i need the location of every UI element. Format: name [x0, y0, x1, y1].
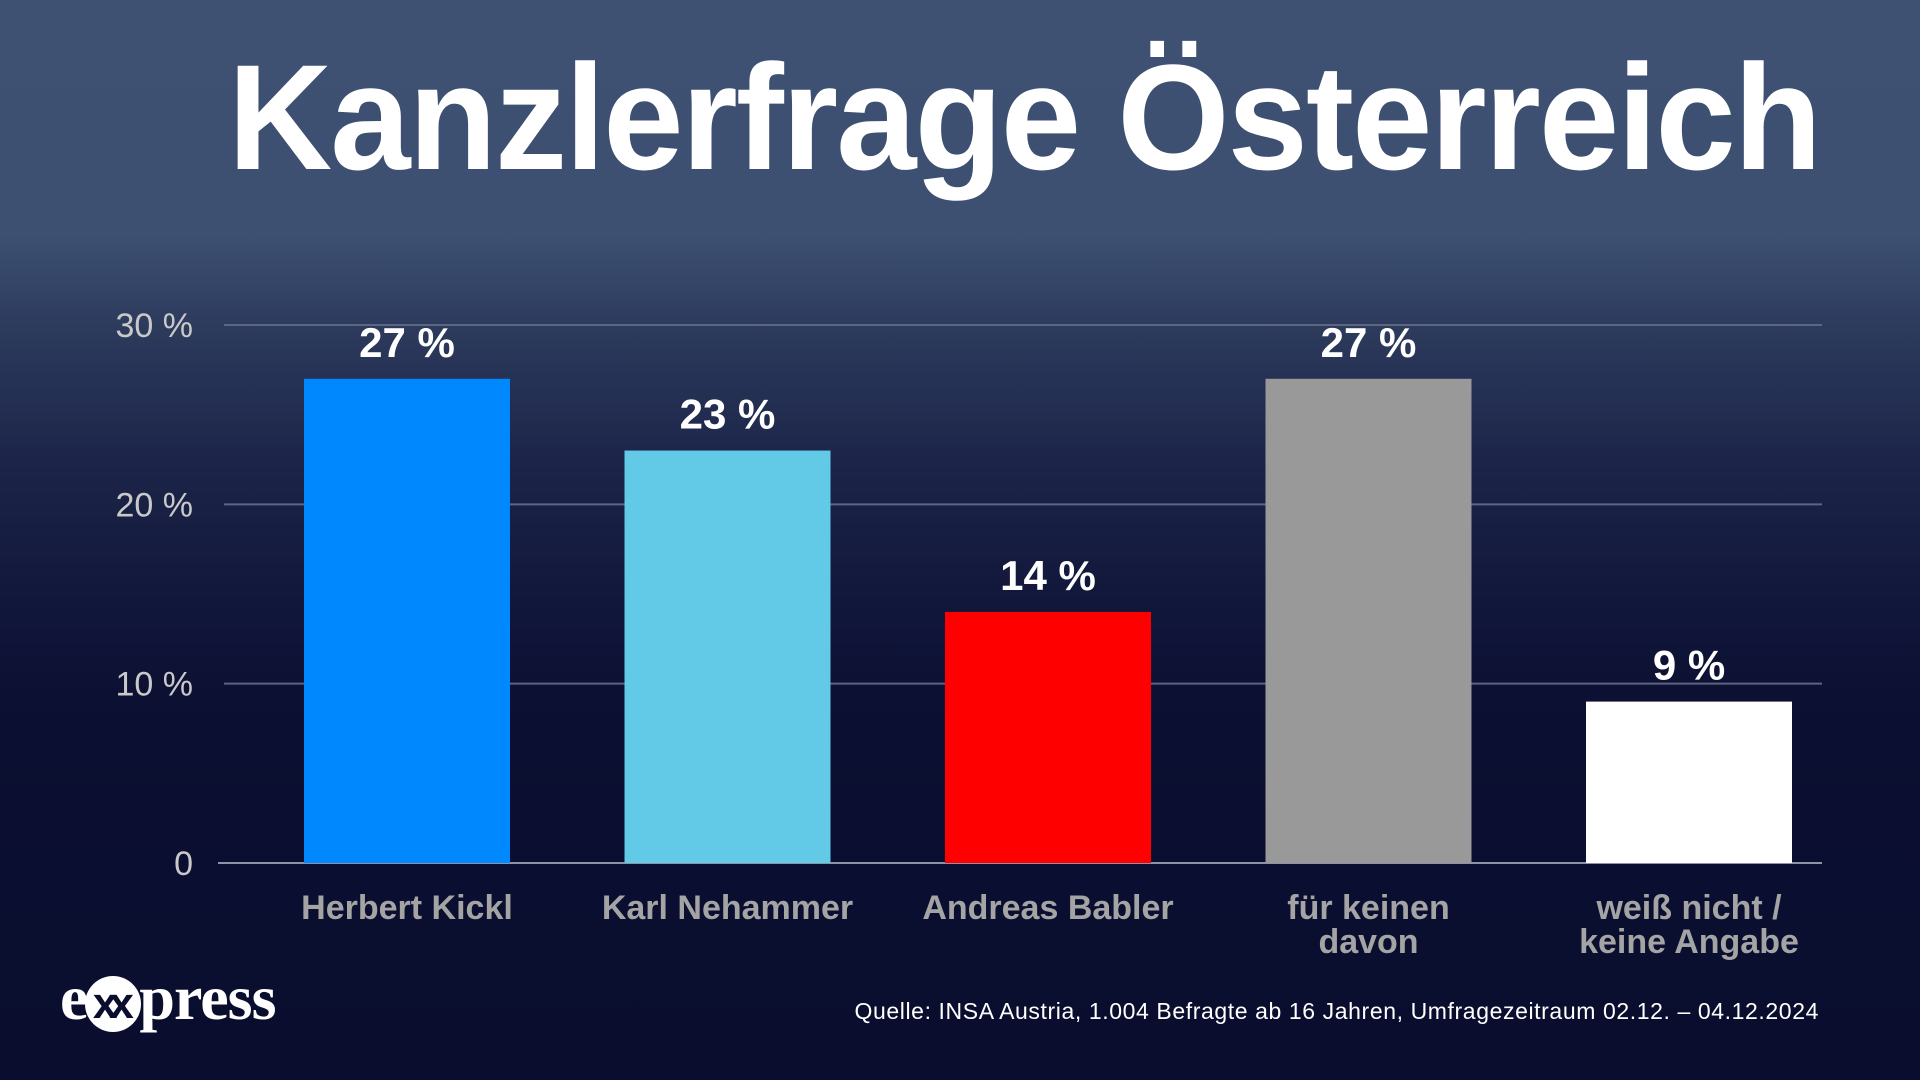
y-axis-tick-labels: 0 10 % 20 % 30 %: [116, 307, 194, 883]
value-labels: 27 % 23 % 14 % 27 % 9 %: [359, 319, 1725, 689]
category-label-3-line-1: davon: [1318, 923, 1418, 961]
bar-4: [1586, 701, 1792, 863]
exxpress-logo: e xx press: [60, 962, 276, 1034]
source-note: Quelle: INSA Austria, 1.004 Befragte ab …: [854, 998, 1819, 1024]
value-label-1: 23 %: [680, 391, 776, 438]
bars: [304, 378, 1792, 863]
logo-prefix: e: [60, 962, 88, 1033]
bar-3: [1265, 378, 1472, 863]
logo-xx-mark-icon: xx: [85, 976, 142, 1032]
category-label-4-line-1: keine Angabe: [1579, 923, 1799, 961]
bar-0: [304, 378, 510, 863]
category-labels: Herbert Kickl Karl Nehammer Andreas Babler…: [301, 889, 1799, 961]
value-label-0: 27 %: [359, 319, 455, 366]
bar-2: [945, 611, 1151, 863]
chart-title: Kanzlerfrage Österreich: [228, 33, 1822, 201]
category-label-0-line-0: Herbert Kickl: [301, 889, 513, 927]
value-label-3: 27 %: [1321, 319, 1417, 366]
bar-1: [624, 450, 831, 863]
y-tick-label-0: 0: [174, 845, 193, 883]
category-label-2-line-0: Andreas Babler: [922, 889, 1173, 927]
y-tick-label-10: 10 %: [116, 666, 194, 704]
logo-suffix: press: [139, 962, 276, 1033]
y-tick-label-30: 30 %: [116, 307, 194, 345]
category-label-4-line-0: weiß nicht /: [1595, 889, 1782, 927]
value-label-2: 14 %: [1000, 552, 1096, 599]
category-label-1-line-0: Karl Nehammer: [602, 889, 853, 927]
category-label-3-line-0: für keinen: [1287, 889, 1449, 927]
y-tick-label-20: 20 %: [116, 486, 194, 524]
value-label-4: 9 %: [1653, 642, 1725, 689]
